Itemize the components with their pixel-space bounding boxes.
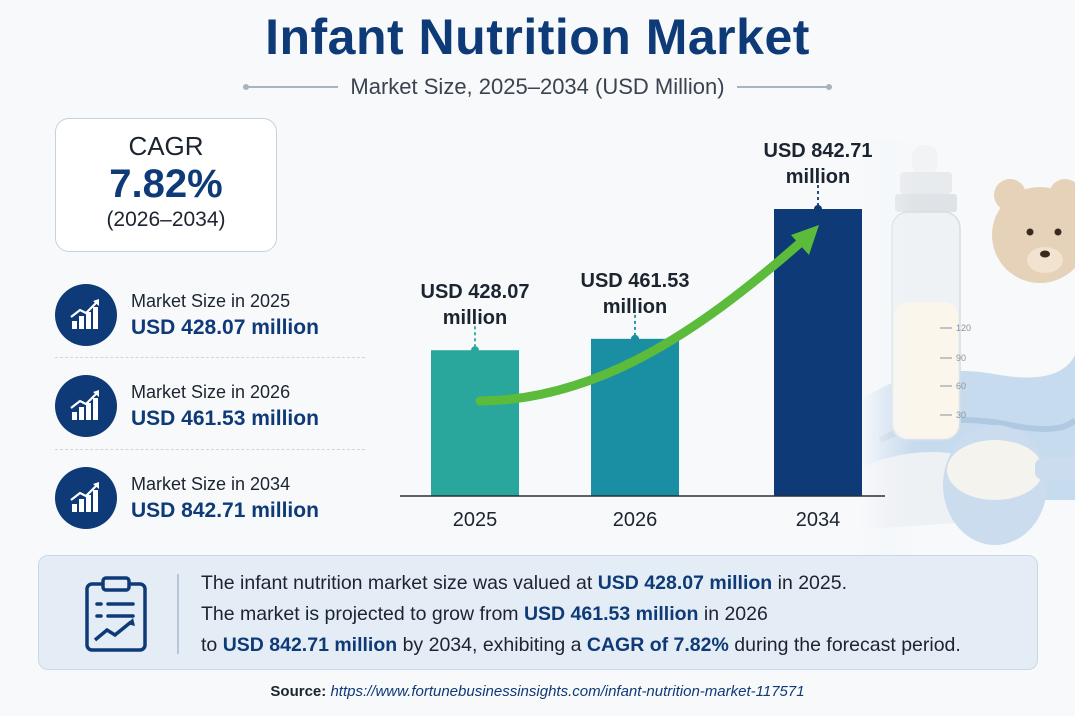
summary-text-run: The infant nutrition market size was val… — [201, 572, 598, 594]
source-link[interactable]: https://www.fortunebusinessinsights.com/… — [330, 683, 805, 700]
data-label: USD 428.07 — [421, 281, 530, 303]
stat-value: USD 842.71 million — [131, 498, 319, 522]
growth-trend-arrow — [475, 238, 805, 406]
summary-line-3: to USD 842.71 million by 2034, exhibitin… — [201, 630, 961, 661]
cagr-period: (2026–2034) — [106, 208, 226, 231]
summary-text: The infant nutrition market size was val… — [201, 568, 961, 661]
summary-panel: The infant nutrition market size was val… — [38, 555, 1038, 670]
bar-2025 — [431, 350, 519, 496]
summary-highlight: USD 842.71 million — [222, 634, 398, 656]
baby-bottle-illustration: 120 90 60 30 — [860, 140, 1075, 555]
stat-item-2026: Market Size in 2026 USD 461.53 million — [55, 366, 365, 446]
clipboard-chart-icon — [85, 576, 147, 652]
x-tick-label: 2026 — [613, 509, 658, 531]
summary-highlight: USD 461.53 million — [523, 603, 699, 625]
bar-chart-growth-icon — [55, 284, 117, 346]
data-label: million — [603, 296, 667, 318]
label-anchor-dot — [631, 334, 639, 343]
summary-text-run: during the forecast period. — [728, 634, 961, 656]
label-anchor-dot — [471, 346, 479, 355]
cagr-value: 7.82% — [109, 162, 223, 206]
stat-label: Market Size in 2025 — [131, 290, 291, 311]
data-label: USD 842.71 — [764, 140, 873, 162]
data-label: million — [443, 307, 507, 329]
stat-label: Market Size in 2034 — [131, 473, 291, 494]
x-tick-label: 2034 — [796, 509, 841, 531]
summary-line-1: The infant nutrition market size was val… — [201, 568, 961, 599]
page-subtitle: Market Size, 2025–2034 (USD Million) — [350, 74, 725, 99]
cagr-card: CAGR 7.82% (2026–2034) — [55, 118, 277, 252]
summary-highlight: CAGR of 7.82% — [586, 634, 729, 656]
summary-text-run: The market is projected to grow from — [201, 603, 524, 625]
summary-text-run: in 2025. — [772, 572, 847, 594]
source-line: Source: https://www.fortunebusinessinsig… — [0, 683, 1075, 700]
data-label: USD 461.53 — [581, 270, 690, 292]
summary-text-run: to — [201, 634, 223, 656]
stat-divider — [55, 357, 365, 358]
summary-line-2: The market is projected to grow from USD… — [201, 599, 961, 630]
stat-item-2034: Market Size in 2034 USD 842.71 million — [55, 458, 365, 538]
x-tick-label: 2025 — [453, 509, 498, 531]
bar-chart-growth-icon — [55, 467, 117, 529]
label-anchor-dot — [814, 205, 822, 213]
stat-item-2025: Market Size in 2025 USD 428.07 million — [55, 275, 365, 355]
market-size-chart: USD 428.07 million 2025 USD 461.53 million 20… — [400, 140, 885, 531]
stat-divider — [55, 449, 365, 450]
summary-highlight: USD 428.07 million — [597, 572, 773, 594]
growth-arrow-head — [791, 225, 819, 255]
stat-value: USD 461.53 million — [131, 406, 319, 430]
source-label: Source: — [270, 683, 327, 700]
summary-text-run: by 2034, exhibiting a — [397, 634, 587, 656]
stat-label: Market Size in 2026 — [131, 381, 291, 402]
subtitle-divider-right — [736, 84, 832, 90]
summary-separator — [177, 574, 179, 654]
stat-value: USD 428.07 million — [131, 315, 319, 339]
cagr-label: CAGR — [128, 131, 204, 161]
bar-chart-growth-icon — [55, 375, 117, 437]
subtitle-row: Market Size, 2025–2034 (USD Million) — [0, 72, 1075, 102]
page-title: Infant Nutrition Market — [265, 9, 810, 65]
subtitle-divider-left — [243, 84, 339, 90]
data-label: million — [786, 166, 850, 188]
summary-text-run: in 2026 — [698, 603, 768, 625]
